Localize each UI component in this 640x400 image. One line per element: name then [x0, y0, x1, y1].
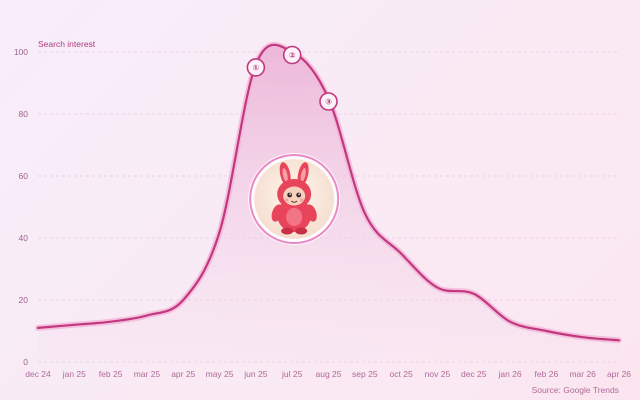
- x-tick-label: dec 24: [25, 369, 51, 379]
- x-tick-label: jan 26: [497, 369, 521, 379]
- x-tick-label: feb 25: [99, 369, 123, 379]
- y-axis-title: Search interest: [38, 39, 96, 49]
- x-tick-label: apr 25: [171, 369, 195, 379]
- y-tick-label: 80: [19, 109, 29, 119]
- y-tick-label: 100: [14, 47, 28, 57]
- annotation-label: ①: [252, 63, 259, 72]
- image-badge: [248, 153, 341, 245]
- x-tick-label: jun 25: [243, 369, 267, 379]
- y-tick-label: 0: [23, 357, 28, 367]
- badge-ring: [249, 154, 340, 244]
- plush-toy-icon: [254, 159, 335, 239]
- annotations: ① ② ③: [246, 45, 338, 111]
- y-tick-label: 20: [19, 295, 29, 305]
- x-tick-label: dec 25: [461, 369, 487, 379]
- x-tick-label: jan 25: [62, 369, 86, 379]
- annotation-label: ②: [289, 51, 296, 60]
- x-tick-label: jul 25: [281, 369, 303, 379]
- annotation-label: ③: [325, 98, 332, 107]
- x-tick-label: oct 25: [390, 369, 413, 379]
- annotation-marker: ①: [246, 58, 266, 77]
- y-tick-label: 60: [19, 171, 29, 181]
- x-tick-label: may 25: [206, 369, 234, 379]
- source-note: Source: Google Trends: [532, 385, 619, 395]
- x-tick-label: apr 26: [607, 369, 631, 379]
- x-tick-label: aug 25: [316, 369, 342, 379]
- x-tick-label: feb 26: [535, 369, 559, 379]
- x-tick-label: nov 25: [425, 369, 451, 379]
- annotation-marker: ②: [282, 45, 302, 65]
- x-axis: dec 24 jan 25 feb 25 mar 25 apr 25 may 25 jun …: [25, 369, 631, 379]
- y-axis: 0 20 40 60 80 100: [14, 47, 28, 367]
- x-tick-label: sep 25: [352, 369, 378, 379]
- y-tick-label: 40: [19, 233, 29, 243]
- annotation-marker: ③: [319, 92, 338, 111]
- x-tick-label: mar 25: [134, 369, 161, 379]
- x-tick-label: mar 26: [569, 369, 596, 379]
